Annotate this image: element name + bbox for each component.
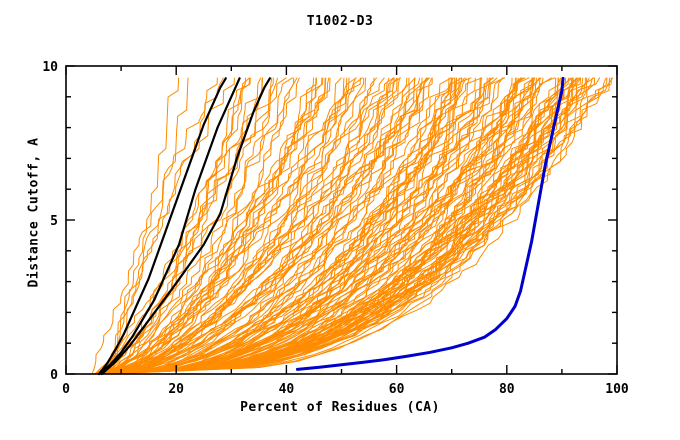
axis-frame xyxy=(65,65,618,375)
highlight-curve xyxy=(295,76,565,371)
tick-labels: 0 20 40 60 80 100 0 5 10 xyxy=(42,60,629,397)
reference-curves xyxy=(97,77,271,376)
x-tick-label: 60 xyxy=(389,382,405,397)
x-tick-label: 80 xyxy=(499,382,515,397)
x-tick-label: 20 xyxy=(168,382,184,397)
prediction-curves xyxy=(91,77,614,375)
y-tick-label: 5 xyxy=(50,214,58,229)
x-axis-label: Percent of Residues (CA) xyxy=(240,400,440,415)
x-tick-label: 40 xyxy=(279,382,295,397)
y-tick-label: 10 xyxy=(42,60,58,75)
chart-title: T1002-D3 xyxy=(306,14,374,29)
x-tick-label: 0 xyxy=(62,382,70,397)
x-tick-label: 100 xyxy=(605,382,629,397)
y-tick-label: 0 xyxy=(50,368,58,383)
